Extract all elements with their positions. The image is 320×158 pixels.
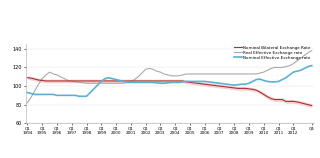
Nominal Effective Exchange rate <box>26 92 29 94</box>
Real Effective Exchange rate <box>148 67 151 69</box>
Nominal Bilateral Exchange Rate <box>148 80 151 82</box>
Real Effective Exchange rate <box>118 82 122 84</box>
Nominal Effective Exchange rate <box>151 81 155 83</box>
Line: Nominal Bilateral Exchange Rate: Nominal Bilateral Exchange Rate <box>28 78 312 106</box>
Nominal Bilateral Exchange Rate <box>74 80 77 82</box>
Nominal Bilateral Exchange Rate <box>228 87 232 88</box>
Nominal Effective Exchange rate <box>77 95 81 97</box>
Nominal Bilateral Exchange Rate <box>118 80 122 82</box>
Real Effective Exchange rate <box>310 50 314 52</box>
Nominal Effective Exchange rate <box>173 81 177 83</box>
Nominal Effective Exchange rate <box>74 94 77 96</box>
Real Effective Exchange rate <box>44 74 48 76</box>
Real Effective Exchange rate <box>228 73 232 75</box>
Line: Real Effective Exchange rate: Real Effective Exchange rate <box>28 51 312 103</box>
Nominal Bilateral Exchange Rate <box>310 105 314 106</box>
Nominal Effective Exchange rate <box>44 94 48 95</box>
Real Effective Exchange rate <box>74 81 77 83</box>
Nominal Bilateral Exchange Rate <box>26 77 29 79</box>
Legend: Nominal Bilateral Exchange Rate, Real Effective Exchange rate, Nominal Effective: Nominal Bilateral Exchange Rate, Real Ef… <box>233 45 311 61</box>
Real Effective Exchange rate <box>26 102 29 104</box>
Nominal Bilateral Exchange Rate <box>44 80 48 82</box>
Nominal Effective Exchange rate <box>122 80 125 82</box>
Line: Nominal Effective Exchange rate: Nominal Effective Exchange rate <box>28 66 312 96</box>
Nominal Bilateral Exchange Rate <box>170 80 173 82</box>
Nominal Effective Exchange rate <box>310 65 314 67</box>
Nominal Effective Exchange rate <box>232 84 236 86</box>
Real Effective Exchange rate <box>170 75 173 77</box>
